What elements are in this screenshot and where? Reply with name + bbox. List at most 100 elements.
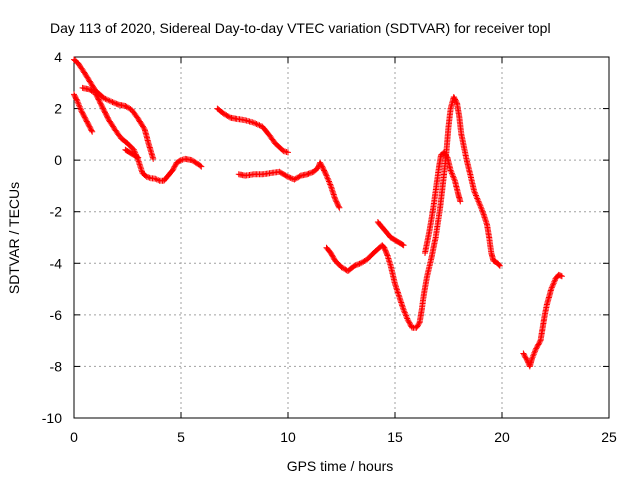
y-tick-label: 0: [54, 152, 62, 168]
data-point: [88, 127, 95, 134]
y-tick-label: 4: [54, 49, 62, 65]
data-point: [253, 121, 260, 127]
data-point: [478, 205, 485, 212]
data-point: [450, 173, 457, 180]
data-point: [135, 154, 142, 161]
data-point: [252, 120, 259, 127]
data-point: [415, 320, 422, 327]
data-point: [520, 350, 527, 357]
x-axis-label: GPS time / hours: [287, 458, 394, 474]
data-point: [83, 117, 90, 124]
series-arc5: [214, 105, 291, 156]
data-point: [471, 189, 478, 196]
data-point: [98, 101, 105, 108]
data-point: [318, 162, 325, 169]
y-tick-label: -8: [50, 358, 63, 374]
data-point: [82, 115, 89, 122]
data-point: [332, 195, 339, 202]
data-point: [81, 114, 88, 121]
data-point: [108, 98, 115, 105]
data-point: [496, 262, 503, 269]
data-point: [319, 163, 326, 170]
y-tick-label: -4: [50, 255, 63, 271]
x-tick-label: 20: [494, 429, 510, 445]
y-tick-label: -10: [42, 410, 62, 426]
data-point: [87, 126, 94, 133]
data-point: [225, 113, 232, 120]
y-tick-label: -6: [50, 307, 63, 323]
data-point: [171, 163, 178, 170]
axis-ticks: [73, 56, 610, 419]
x-tick-label: 5: [177, 429, 185, 445]
data-point: [256, 122, 263, 129]
data-point: [71, 92, 78, 99]
data-point: [333, 199, 340, 206]
data-point: [93, 91, 99, 98]
data-point: [79, 110, 86, 117]
data-point: [336, 204, 343, 211]
data-point: [536, 340, 543, 347]
data-point: [536, 338, 543, 345]
y-tick-labels: -10 -8 -6 -4 -2 0 2 4: [42, 49, 62, 426]
data-point: [534, 344, 540, 351]
data-point: [102, 109, 108, 116]
data-point: [103, 112, 110, 118]
series-arc10: [520, 271, 565, 370]
data-point: [317, 159, 324, 166]
data-point: [406, 319, 413, 326]
data-point: [79, 109, 86, 116]
data-point: [322, 170, 329, 176]
data-point: [98, 103, 105, 109]
data-point: [96, 97, 103, 104]
data-point: [170, 166, 177, 173]
data-point: [87, 124, 94, 131]
data-point: [457, 198, 464, 205]
data-point: [285, 149, 291, 156]
data-point: [333, 198, 340, 205]
data-point: [319, 164, 326, 171]
data-point: [140, 124, 147, 131]
data-point: [150, 155, 157, 162]
data-point: [476, 199, 483, 206]
data-point: [317, 161, 324, 167]
data-point: [407, 320, 413, 327]
data-point: [170, 164, 177, 171]
data-point: [198, 163, 205, 170]
data-point: [102, 110, 109, 117]
data-point: [521, 351, 528, 358]
data-point: [103, 96, 110, 103]
data-point: [80, 112, 87, 118]
data-point: [324, 175, 331, 182]
data-point: [400, 242, 407, 249]
series-arc2: [71, 91, 96, 135]
data-point: [322, 171, 329, 178]
data-point: [76, 102, 82, 109]
data-point: [403, 314, 410, 321]
data-point: [89, 128, 96, 135]
data-point: [73, 96, 80, 103]
data-point: [381, 246, 388, 253]
x-tick-label: 25: [601, 429, 617, 445]
data-point: [474, 195, 481, 202]
data-point: [496, 262, 503, 268]
data-point: [100, 105, 107, 112]
data-point: [330, 255, 337, 262]
data-point: [96, 99, 103, 106]
data-point: [351, 262, 358, 269]
chart-title: Day 113 of 2020, Sidereal Day-to-day VTE…: [50, 20, 551, 36]
data-point: [407, 322, 414, 329]
data-point: [104, 113, 110, 120]
data-point: [447, 167, 454, 174]
data-point: [401, 308, 408, 315]
data-point: [101, 95, 107, 102]
data-point: [558, 273, 565, 280]
data-points: [71, 56, 565, 370]
data-point: [534, 342, 541, 349]
data-point: [530, 352, 537, 359]
data-point: [95, 96, 102, 103]
y-axis-label: SDTVAR / TECUs: [6, 182, 22, 294]
data-point: [327, 181, 334, 188]
data-point: [99, 104, 106, 111]
